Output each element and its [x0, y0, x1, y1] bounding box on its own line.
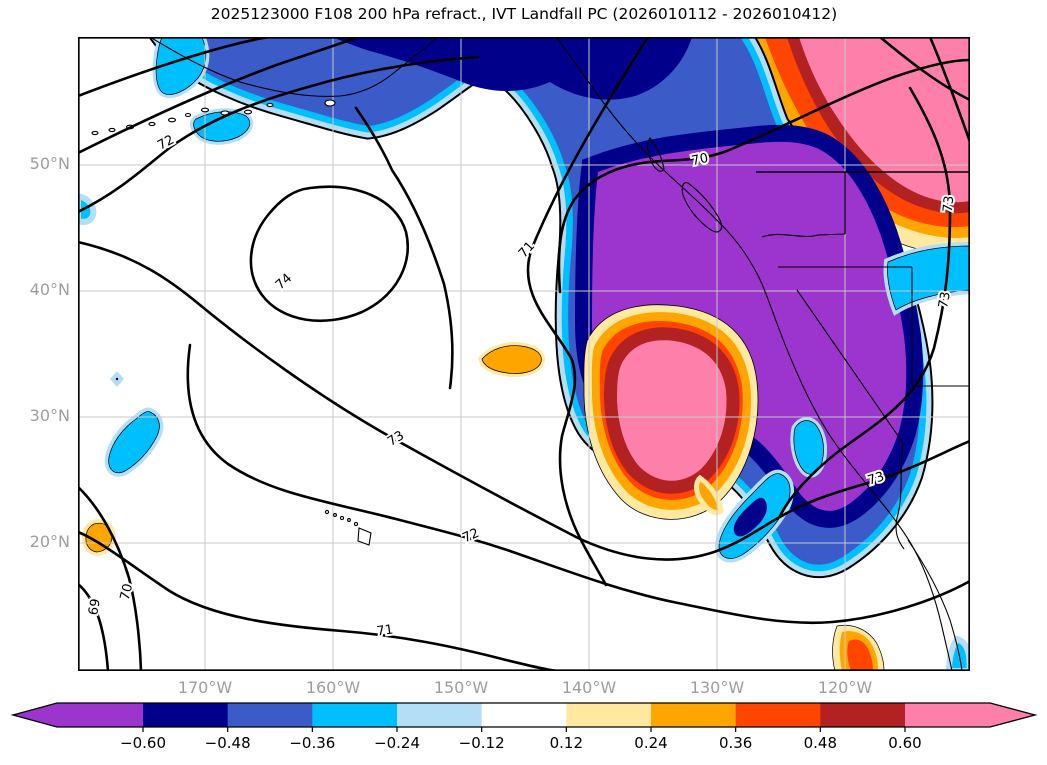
island-vancouver: [681, 182, 723, 233]
colorbar-tick-label: −0.24: [374, 734, 420, 752]
patch-cyan-blob-left-edge: [108, 411, 160, 474]
colorbar-tick-label: 0.60: [888, 734, 921, 752]
patch-orange-mid-edge: [481, 345, 542, 374]
contour-label-73: 73: [866, 469, 886, 488]
contour-69-southwest: [78, 582, 110, 671]
colorbar-outline: [10, 702, 1038, 728]
y-tick-label: 50°N: [29, 154, 70, 173]
contour-70-purple: [557, 58, 970, 294]
colorbar-band: [143, 703, 229, 727]
x-tick-label: 170°W: [177, 678, 233, 697]
colorbar-under-arrow: [13, 703, 57, 727]
colorbar-band: [566, 703, 652, 727]
colorbar-tick-label: −0.36: [289, 734, 335, 752]
contour-70-southwest: [78, 485, 143, 671]
y-tick-label: 30°N: [29, 406, 70, 425]
contour-label-69: 69: [86, 598, 104, 617]
colorbar-band: [651, 703, 737, 727]
colorbar-band: [481, 703, 567, 727]
coast-west-north-america: [555, 37, 953, 671]
x-tick-label: 120°W: [817, 678, 873, 697]
page-title: 2025123000 F108 200 hPa refract., IVT La…: [210, 5, 838, 23]
contour-label-74: 74: [273, 271, 295, 293]
contour-73-main: [78, 240, 970, 561]
colorbar-tick-label: −0.12: [459, 734, 505, 752]
colorbar-tick-label: 0.36: [719, 734, 752, 752]
border-wa-or: [761, 233, 846, 238]
region-canada-pink-core: [799, 37, 970, 203]
colorbar-band: [397, 703, 483, 727]
island-haida-gwaii: [646, 137, 665, 172]
contour-upper-left-b: [78, 37, 358, 155]
patch-orange-bottom-red: [847, 639, 873, 671]
x-tick-label: 130°W: [689, 678, 745, 697]
contour-74-high: [249, 185, 409, 323]
contour-label-72: 72: [155, 132, 177, 153]
colorbar-over-arrow: [990, 703, 1035, 727]
colorbar-band: [820, 703, 906, 727]
lat-lon-gridlines: [78, 37, 970, 671]
coastlines-and-borders: [91, 37, 970, 671]
contour-label-70: 70: [118, 582, 137, 602]
contour-72-northwest: [78, 55, 480, 214]
contour-canada-a: [878, 37, 970, 102]
contour-label-71: 71: [376, 622, 394, 639]
patch-streak1-edge: [793, 420, 824, 475]
hawaii-islands: [324, 509, 372, 546]
y-tick-label: 20°N: [29, 532, 70, 551]
patch-diamond-dot: [115, 377, 119, 381]
x-tick-label: 160°W: [305, 678, 361, 697]
colorbar-band: [735, 703, 821, 727]
colorbar-tick-label: 0.12: [550, 734, 583, 752]
border-ca-az: [895, 442, 905, 550]
contour-71-northeast: [526, 37, 650, 587]
filled-contour-regions: [78, 37, 970, 671]
region-negative-navy-top: [332, 37, 692, 100]
colorbar-tick-label: −0.60: [120, 734, 166, 752]
contour-label-70: 70: [690, 151, 709, 169]
colorbar-tick-label: 0.24: [634, 734, 667, 752]
contour-label-73: 73: [941, 195, 958, 213]
colorbar-over-band: [905, 703, 990, 727]
colorbar-band: [227, 703, 313, 727]
x-tick-label: 150°W: [433, 678, 489, 697]
patch-streak2-navy-core: [733, 497, 767, 537]
map-border: [78, 37, 970, 671]
colorbar-under-band: [57, 703, 143, 727]
contour-label-73: 73: [385, 428, 407, 449]
contour-72-south: [186, 343, 970, 625]
coast-baja-gulf: [907, 539, 963, 671]
x-tick-label: 140°W: [561, 678, 617, 697]
contour-71-south: [78, 530, 560, 671]
contour-73-right: [778, 86, 952, 518]
colorbar-tick-label: −0.48: [205, 734, 251, 752]
blob-tail: [694, 474, 724, 516]
contour-canada-b: [928, 37, 970, 144]
contour-label-73: 73: [936, 291, 954, 310]
colorbar: −0.60 −0.48 −0.36 −0.24 −0.12 0.12 0.24 0.36 0.4…: [10, 702, 1038, 752]
contour-ne-of-high: [354, 106, 454, 390]
y-tick-label: 40°N: [29, 280, 70, 299]
colorbar-band: [312, 703, 398, 727]
colorbar-tick-label: 0.48: [804, 734, 837, 752]
